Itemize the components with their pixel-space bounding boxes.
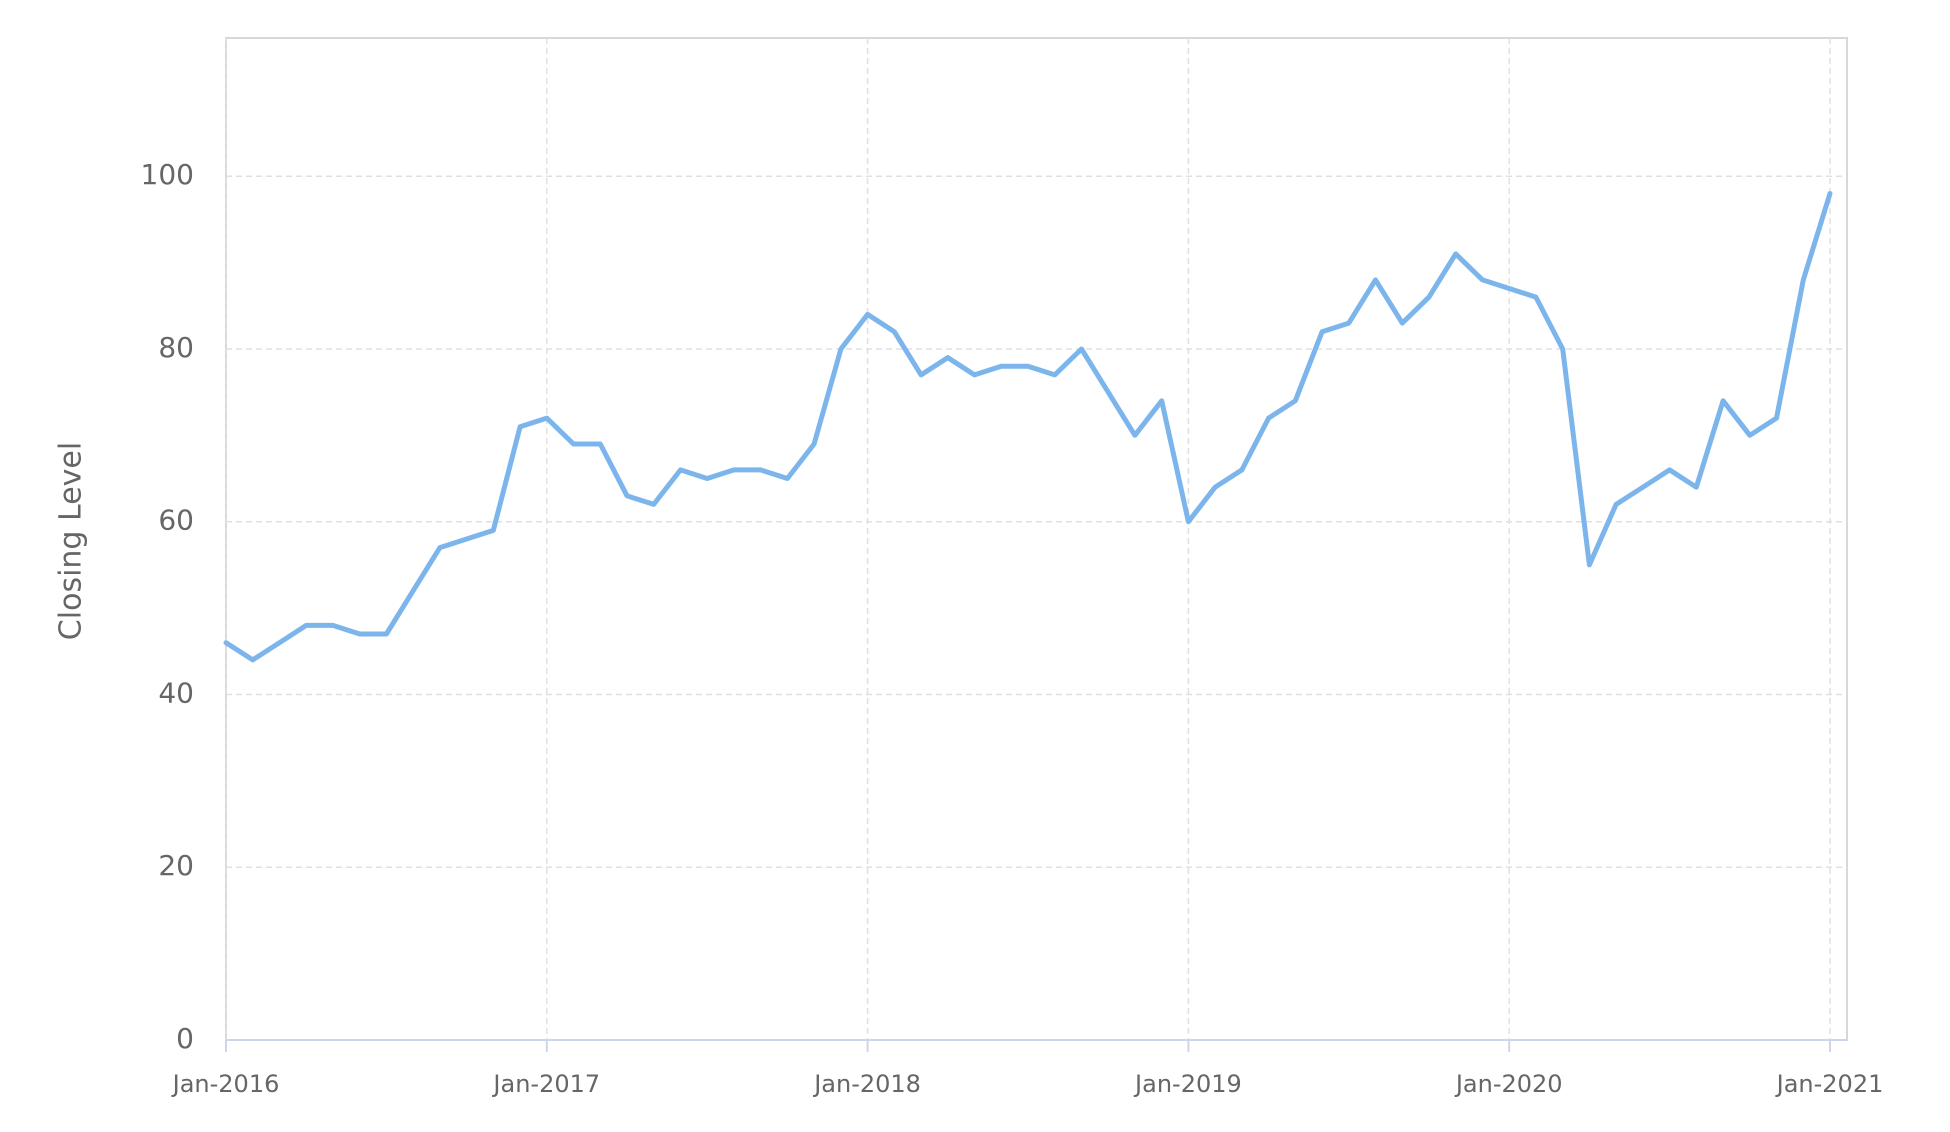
x-tick-label: Jan-2021 <box>1775 1070 1884 1098</box>
series-line <box>223 191 1833 663</box>
x-tick-label: Jan-2016 <box>171 1070 280 1098</box>
y-tick-label: 0 <box>176 1022 194 1055</box>
y-tick-label: 60 <box>158 504 194 537</box>
y-tick-label: 100 <box>141 158 194 191</box>
y-tick-label: 80 <box>158 331 194 364</box>
x-tick-label: Jan-2018 <box>812 1070 921 1098</box>
x-tick-label: Jan-2020 <box>1454 1070 1563 1098</box>
y-tick-label: 20 <box>158 849 194 882</box>
y-tick-label: 40 <box>158 676 194 709</box>
y-axis-title: Closing Level <box>54 442 89 640</box>
x-tick-label: Jan-2019 <box>1133 1070 1242 1098</box>
x-tick-label: Jan-2017 <box>491 1070 600 1098</box>
